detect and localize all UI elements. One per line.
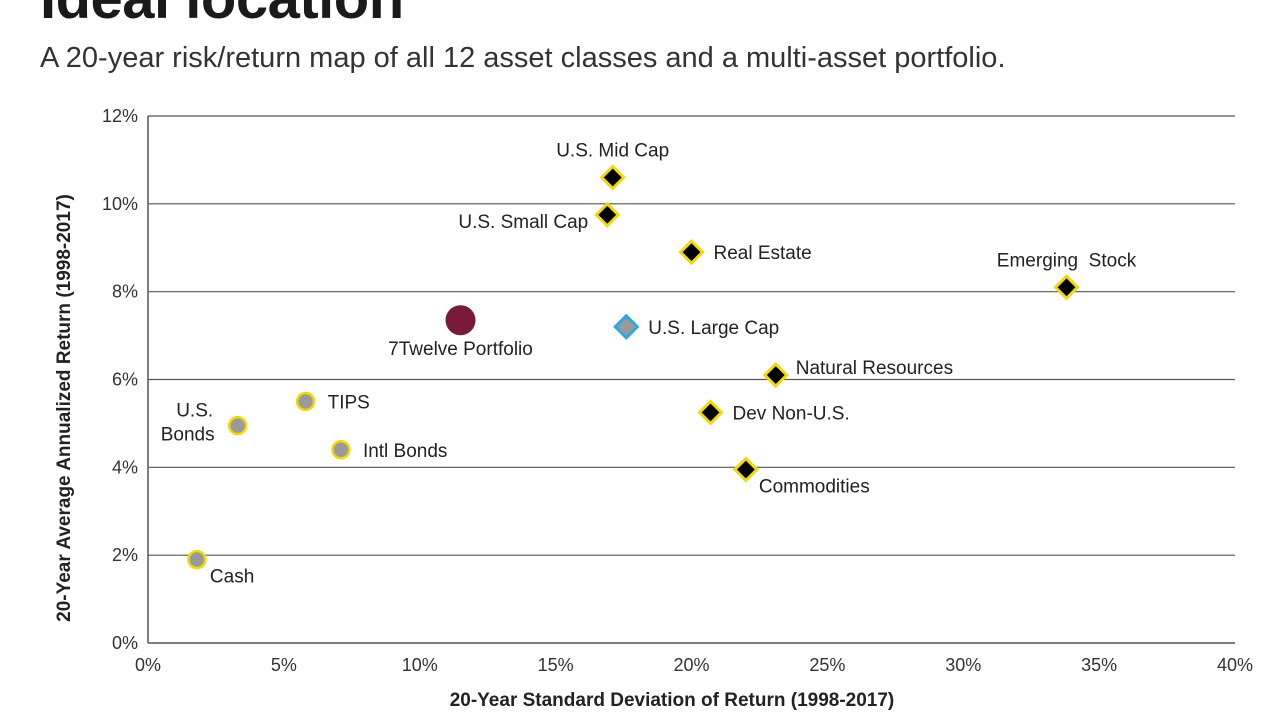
label-dev-non-u-s: Dev Non-U.S. xyxy=(733,403,850,424)
label-u-s: Bonds xyxy=(161,425,215,446)
label-cash: Cash xyxy=(210,567,254,588)
data-points xyxy=(187,164,1080,570)
point-cash xyxy=(187,549,207,570)
axes xyxy=(147,116,1235,644)
label-7twelve-portfolio: 7Twelve Portfolio xyxy=(388,339,533,360)
label-emerging-stock: Emerging Stock xyxy=(997,250,1137,271)
point-u-s-mid-cap xyxy=(599,164,626,191)
label-real-estate: Real Estate xyxy=(714,243,812,264)
x-tick-label: 5% xyxy=(271,655,297,675)
point-u-s xyxy=(227,415,248,436)
label-natural-resources: Natural Resources xyxy=(796,358,953,379)
label-intl-bonds: Intl Bonds xyxy=(363,441,448,462)
y-tick-label: 4% xyxy=(112,457,138,477)
point-emerging-stock xyxy=(1053,274,1080,301)
x-tick-label: 35% xyxy=(1081,655,1117,675)
x-tick-label: 10% xyxy=(402,655,438,675)
x-tick-label: 40% xyxy=(1217,655,1253,675)
x-axis-label: 20-Year Standard Deviation of Return (19… xyxy=(450,690,895,711)
label-u-s-mid-cap: U.S. Mid Cap xyxy=(556,140,669,161)
chart-subtitle: A 20-year risk/return map of all 12 asse… xyxy=(40,42,1006,74)
label-u-s: U.S. xyxy=(176,401,213,422)
y-tick-label: 0% xyxy=(112,633,138,653)
label-tips: TIPS xyxy=(328,392,370,413)
y-axis-label: 20-Year Average Annualized Return (1998-… xyxy=(54,194,75,622)
x-tick-label: 30% xyxy=(945,655,981,675)
point-natural-resources xyxy=(762,361,789,389)
x-tick-label: 25% xyxy=(809,655,845,675)
chart-title: Ideal location xyxy=(40,0,404,28)
y-tick-label: 10% xyxy=(102,194,138,214)
point-commodities xyxy=(732,456,759,483)
point-intl-bonds xyxy=(331,440,351,460)
gridlines xyxy=(148,115,1235,556)
tick-labels: 0% 2% 4% 6% 8% 10% 12% 0% 5% 10% 15% 20% 25% 30% 35% 40… xyxy=(102,106,1253,675)
point-7twelve-portfolio xyxy=(445,305,476,336)
point-u-s-large-cap xyxy=(613,313,640,340)
point-real-estate xyxy=(678,239,705,266)
x-tick-label: 20% xyxy=(673,655,709,675)
point-tips xyxy=(295,391,316,412)
label-u-s-small-cap: U.S. Small Cap xyxy=(458,212,588,233)
x-tick-label: 0% xyxy=(135,655,161,675)
point-dev-non-u-s xyxy=(697,399,724,426)
x-tick-label: 15% xyxy=(538,655,574,675)
y-tick-label: 8% xyxy=(112,282,138,302)
y-tick-label: 6% xyxy=(112,370,138,390)
point-labels: U.S. Mid Cap U.S. Small Cap Real Estate Eme… xyxy=(161,140,1137,587)
label-commodities: Commodities xyxy=(759,477,870,498)
y-tick-label: 12% xyxy=(102,106,138,126)
label-u-s-large-cap: U.S. Large Cap xyxy=(648,318,779,339)
point-u-s-small-cap xyxy=(594,201,621,228)
y-tick-label: 2% xyxy=(112,545,138,565)
